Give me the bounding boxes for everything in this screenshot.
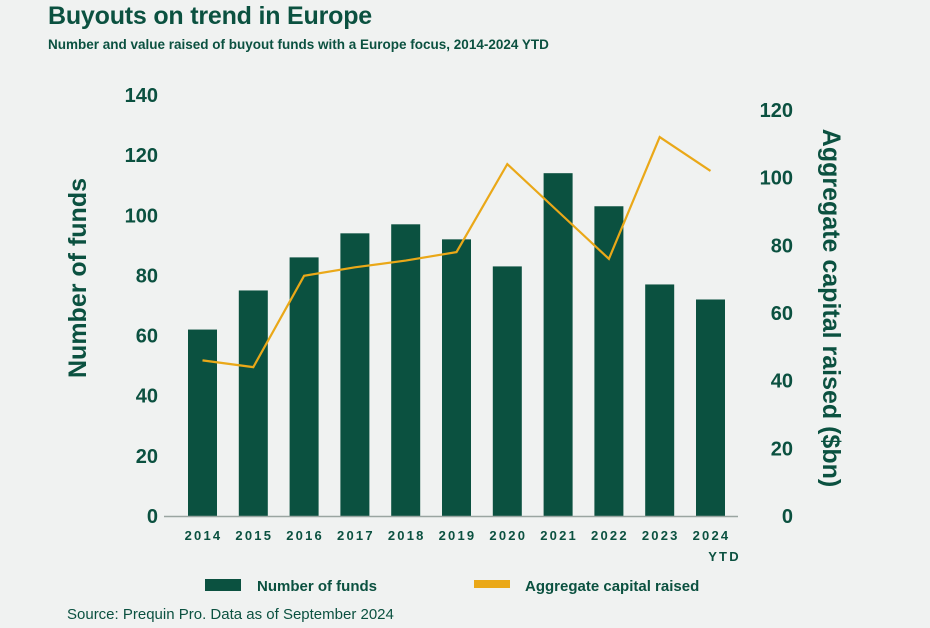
- y-left-tick-label: 100: [125, 205, 158, 227]
- y-axis-right-title: Aggregate capital raised ($bn): [817, 129, 845, 487]
- x-tick-label: 2014: [185, 528, 223, 543]
- y-right-tick-label: 100: [760, 168, 793, 190]
- y-right-tick-label: 40: [771, 371, 793, 393]
- y-right-tick-label: 80: [771, 235, 793, 257]
- bar-2019: [442, 239, 471, 517]
- bar-2023: [645, 284, 675, 516]
- bar-series: [188, 173, 725, 517]
- chart-title: Buyouts on trend in Europe: [48, 2, 372, 30]
- x-tick-label: 2020: [489, 528, 527, 543]
- x-tick-label: 2017: [337, 528, 375, 543]
- y-right-tick-label: 60: [771, 303, 793, 325]
- x-tick-label: 2021: [540, 528, 578, 543]
- x-tick-label: 2024: [693, 528, 731, 543]
- y-right-tick-label: 20: [771, 438, 793, 460]
- bar-2021: [543, 173, 573, 516]
- y-left-tick-label: 80: [136, 265, 158, 287]
- line-series: [202, 135, 712, 369]
- legend-swatch-bars: [205, 579, 241, 591]
- y-left-tick-label: 60: [136, 326, 158, 348]
- x-tick-sublabel: YTD: [708, 549, 741, 564]
- chart-subtitle: Number and value raised of buyout funds …: [48, 37, 549, 52]
- x-axis-ticks: 2014 2015 2016 2017 2018 2019 2020 2021 2022 2023…: [185, 528, 741, 564]
- y-left-tick-label: 40: [136, 386, 158, 408]
- bar-2020: [492, 266, 522, 516]
- x-tick-label: 2022: [591, 528, 629, 543]
- x-tick-label: 2019: [439, 528, 477, 543]
- y-left-tick-label: 0: [147, 506, 158, 528]
- legend-swatch-line: [474, 580, 510, 588]
- x-tick-label: 2016: [286, 528, 324, 543]
- y-right-tick-label: 120: [760, 100, 793, 122]
- legend-label-aggregate-capital: Aggregate capital raised: [525, 578, 699, 595]
- legend-label-number-of-funds: Number of funds: [257, 578, 377, 595]
- source-note: Source: Prequin Pro. Data as of Septembe…: [67, 606, 394, 623]
- legend: Number of funds Aggregate capital raised: [205, 578, 699, 595]
- x-tick-label: 2023: [642, 528, 680, 543]
- y-left-tick-label: 140: [125, 85, 158, 107]
- bar-2016: [289, 257, 319, 516]
- x-tick-label: 2015: [235, 528, 273, 543]
- y-left-tick-label: 20: [136, 446, 158, 468]
- y-right-tick-label: 0: [782, 506, 793, 528]
- bar-2022: [594, 206, 624, 516]
- bar-2014: [188, 329, 217, 516]
- x-tick-label: 2018: [388, 528, 426, 543]
- y-axis-left-title: Number of funds: [64, 178, 92, 378]
- bar-2024: [696, 299, 725, 516]
- bar-2015: [238, 290, 268, 516]
- y-axis-left-ticks: 0 20 40 60 80 100 120 140: [125, 85, 158, 528]
- bar-2018: [391, 224, 421, 517]
- y-left-tick-label: 120: [125, 145, 158, 167]
- y-axis-right-ticks: 0 20 40 60 80 100 120: [760, 100, 793, 528]
- bar-2017: [340, 233, 370, 517]
